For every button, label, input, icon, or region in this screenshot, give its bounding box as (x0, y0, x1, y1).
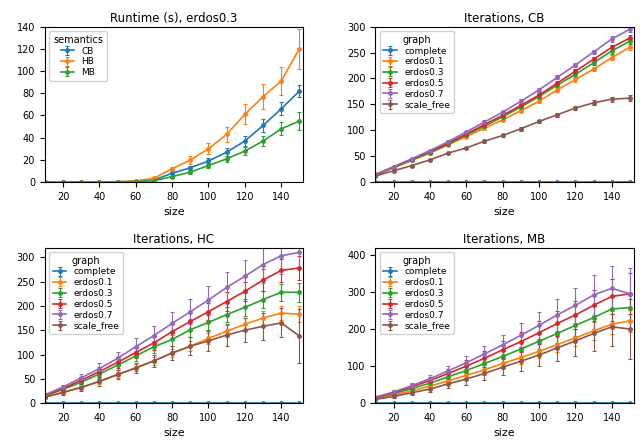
Title: Iterations, HC: Iterations, HC (133, 233, 214, 246)
X-axis label: size: size (163, 428, 185, 439)
Title: Runtime (s), erdos0.3: Runtime (s), erdos0.3 (110, 12, 237, 25)
X-axis label: size: size (493, 207, 515, 218)
Title: Iterations, MB: Iterations, MB (463, 233, 546, 246)
X-axis label: size: size (493, 428, 515, 439)
Legend: CB, HB, MB: CB, HB, MB (49, 31, 106, 81)
X-axis label: size: size (163, 207, 185, 218)
Legend: complete, erdos0.1, erdos0.3, erdos0.5, erdos0.7, scale_free: complete, erdos0.1, erdos0.3, erdos0.5, … (49, 252, 123, 334)
Title: Iterations, CB: Iterations, CB (464, 12, 545, 25)
Legend: complete, erdos0.1, erdos0.3, erdos0.5, erdos0.7, scale_free: complete, erdos0.1, erdos0.3, erdos0.5, … (380, 252, 454, 334)
Legend: complete, erdos0.1, erdos0.3, erdos0.5, erdos0.7, scale_free: complete, erdos0.1, erdos0.3, erdos0.5, … (380, 31, 454, 113)
